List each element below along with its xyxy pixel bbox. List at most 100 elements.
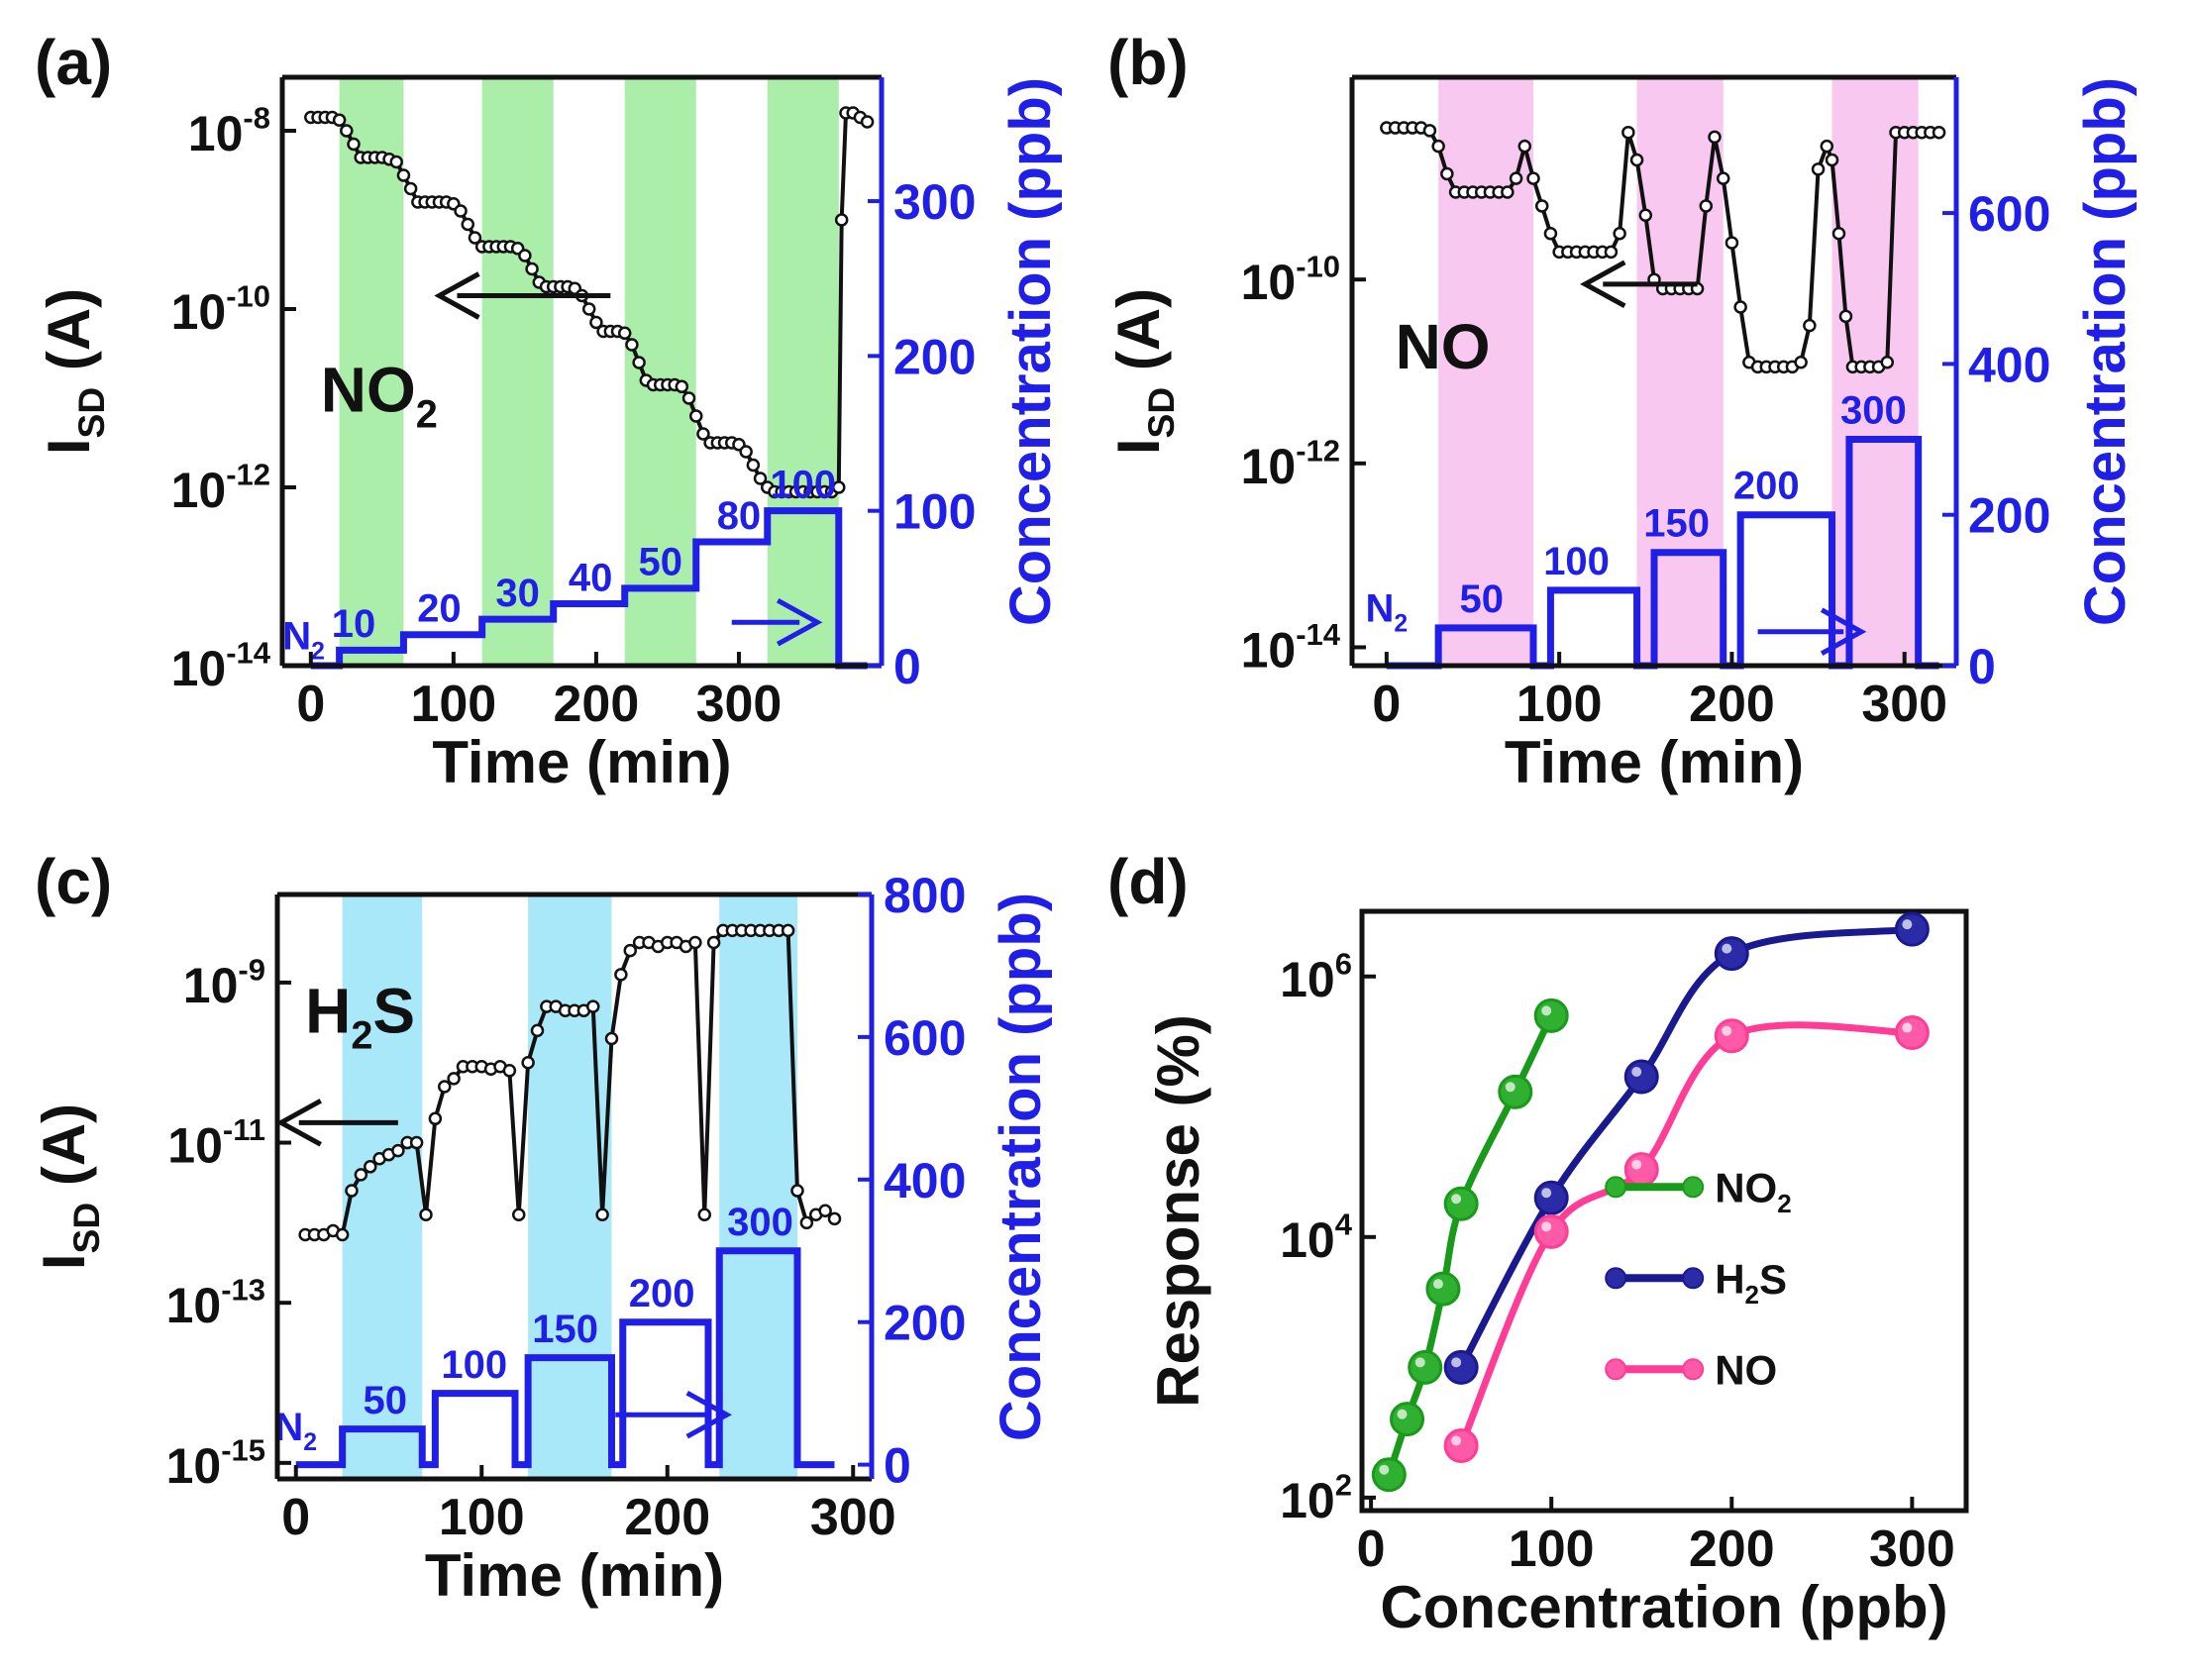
concentration-step-label: 30 [495, 572, 540, 615]
current-data-point [589, 315, 603, 330]
current-data-point [1733, 300, 1747, 314]
concentration-step-label: 50 [1459, 578, 1504, 621]
series-marker-highlight [1631, 1066, 1642, 1077]
current-data-point [753, 472, 768, 485]
y-left-tick-label: 10-12 [171, 458, 270, 519]
current-data-point [1431, 139, 1445, 154]
current-data-point [438, 1080, 452, 1094]
current-data-point [345, 1184, 359, 1198]
current-data-point [1422, 124, 1437, 138]
series-marker-highlight [1902, 919, 1913, 930]
current-data-point [799, 1215, 814, 1230]
current-data-point [696, 427, 710, 441]
y-right-tick-label: 200 [1968, 488, 2050, 544]
series-marker [1533, 1213, 1569, 1249]
current-data-point [581, 302, 596, 316]
current-data-point [818, 1204, 832, 1217]
gas-name-label: NO2 [321, 355, 438, 437]
current-data-point [827, 1211, 842, 1226]
current-data-point [518, 249, 532, 262]
current-data-point [697, 1208, 711, 1222]
current-data-point [1534, 199, 1549, 213]
y-right-tick-label: 100 [893, 484, 976, 540]
x-tick-label: 200 [1689, 1521, 1775, 1578]
current-data-point [512, 1208, 526, 1222]
gas-exposure-band [767, 77, 839, 666]
x-tick-label: 300 [1861, 676, 1947, 733]
y-right-tick-label: 0 [893, 639, 921, 694]
x-axis-title: Concentration (ppb) [1380, 1574, 1947, 1640]
current-data-point [1604, 245, 1619, 260]
series-marker-highlight [1541, 1188, 1552, 1199]
current-data-point [447, 1072, 461, 1086]
current-data-point [1543, 227, 1558, 241]
series-marker [1894, 1015, 1930, 1051]
series-marker [1443, 1428, 1479, 1464]
series-marker-highlight [1505, 1082, 1516, 1093]
current-data-point [632, 356, 646, 369]
series-marker [1443, 1186, 1479, 1221]
current-data-point [1820, 139, 1834, 154]
x-tick-label: 200 [1689, 676, 1775, 733]
current-data-point [403, 181, 418, 196]
concentration-step-label: 20 [417, 587, 462, 631]
current-data-point [396, 168, 411, 182]
current-data-point [1794, 355, 1808, 369]
current-data-point [623, 943, 637, 958]
current-data-point [335, 1227, 350, 1242]
series-marker [1533, 1180, 1569, 1215]
series-marker [1408, 1349, 1443, 1385]
legend-marker [1605, 1267, 1627, 1290]
plot-frame [1359, 908, 1969, 1514]
concentration-step-label: 50 [364, 1379, 408, 1422]
x-tick-label: 0 [1357, 1521, 1386, 1578]
current-data-point [1638, 208, 1653, 222]
concentration-step-label: N2 [274, 1406, 317, 1456]
current-data-point [391, 1143, 405, 1158]
legend-label: NO2 [1715, 1164, 1791, 1218]
series-marker-highlight [1541, 1005, 1552, 1016]
y-right-tick-label: 0 [1968, 639, 1996, 694]
current-data-point [502, 1064, 517, 1078]
current-data-point [1629, 153, 1644, 167]
x-axis-title: Time (min) [425, 1542, 724, 1609]
current-data-point [1440, 166, 1454, 181]
series-marker [1371, 1457, 1407, 1493]
current-data-point [364, 1160, 377, 1174]
series-marker [1498, 1074, 1533, 1109]
current-data-point [681, 391, 696, 405]
y-tick-label: 104 [1280, 1207, 1353, 1268]
x-tick-label: 300 [696, 676, 783, 733]
y-right-tick-label: 0 [884, 1438, 911, 1494]
y-tick-label: 106 [1280, 946, 1352, 1007]
series-marker-highlight [1414, 1357, 1425, 1368]
x-tick-label: 0 [281, 1489, 310, 1546]
right-axis-arrow-head [685, 1391, 732, 1439]
y-right-tick-label: 400 [1968, 337, 2050, 392]
series-marker-highlight [1432, 1279, 1443, 1290]
current-data-point [1708, 130, 1722, 145]
gas-exposure-band [528, 894, 612, 1479]
gas-name-label: NO [1396, 311, 1491, 382]
current-data-point [1699, 199, 1714, 213]
current-data-point [354, 1168, 368, 1182]
concentration-step-label: 200 [629, 1272, 695, 1315]
series-marker-highlight [1451, 1435, 1462, 1446]
series-marker [1714, 936, 1749, 972]
y-left-tick-label: 10-8 [188, 101, 270, 162]
panel-label: (a) [35, 27, 112, 98]
x-tick-label: 100 [410, 676, 496, 733]
current-data-point [468, 231, 482, 245]
series-marker-highlight [1722, 1025, 1732, 1036]
concentration-step-label: 150 [532, 1308, 598, 1351]
x-tick-label: 300 [810, 1489, 896, 1546]
current-data-point [1831, 227, 1846, 241]
current-data-point [832, 480, 846, 494]
y-right-axis-title: Concentration (ppb) [2073, 77, 2138, 626]
series-marker [1390, 1402, 1425, 1437]
series-marker-highlight [1722, 943, 1732, 954]
concentration-step-label: 300 [727, 1201, 793, 1244]
gas-exposure-band [481, 77, 554, 666]
x-axis-title: Time (min) [432, 729, 731, 795]
